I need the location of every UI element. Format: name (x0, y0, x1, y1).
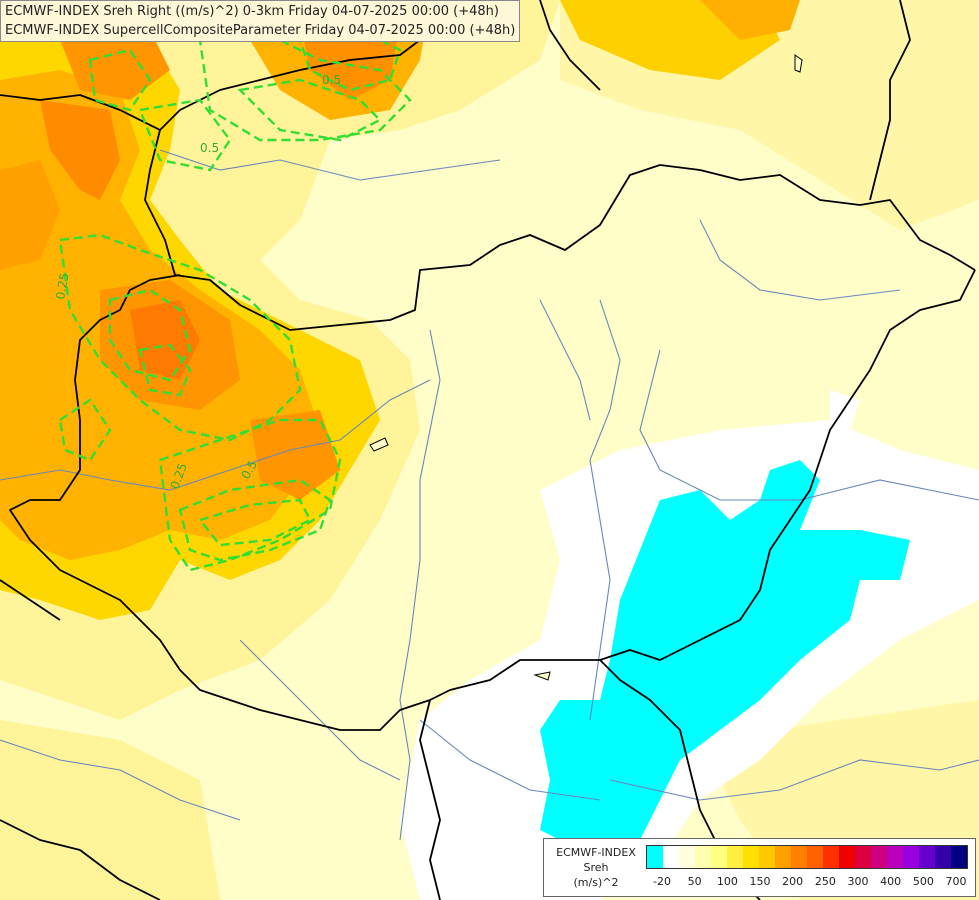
legend-swatch (839, 846, 855, 868)
legend-parameter: Sreh (583, 861, 609, 874)
legend-tick-labels: -20 50 100 150 200 250 300 400 500 700 (646, 875, 971, 891)
legend-swatch (855, 846, 871, 868)
legend-tick-label: 400 (880, 875, 902, 888)
legend-title: ECMWF-INDEX Sreh (m/s)^2 (548, 845, 644, 890)
legend-tick-label: -20 (653, 875, 671, 888)
legend-tick-label: 200 (782, 875, 804, 888)
legend-swatch (903, 846, 919, 868)
legend-swatch (679, 846, 695, 868)
legend-swatch (727, 846, 743, 868)
lakes (369, 54, 803, 681)
legend-swatch (647, 846, 663, 868)
color-legend: ECMWF-INDEX Sreh (m/s)^2 -20 50 100 150 200 2… (543, 838, 976, 897)
legend-swatch (791, 846, 807, 868)
contour-label-group: 0.5 0.5 0.25 0.25 0.5 (53, 73, 341, 491)
legend-color-bar (646, 845, 968, 869)
legend-swatch (743, 846, 759, 868)
legend-swatch (871, 846, 887, 868)
scp-contours (58, 28, 412, 572)
legend-swatch (663, 846, 679, 868)
legend-source: ECMWF-INDEX (556, 846, 636, 859)
map-title-box: ECMWF-INDEX Sreh Right ((m/s)^2) 0-3km F… (0, 0, 520, 42)
legend-swatch (887, 846, 903, 868)
legend-swatch (759, 846, 775, 868)
legend-swatch (807, 846, 823, 868)
legend-tick-label: 500 (912, 875, 934, 888)
map-title-line-1: ECMWF-INDEX Sreh Right ((m/s)^2) 0-3km F… (5, 4, 499, 19)
legend-swatch (711, 846, 727, 868)
legend-swatch (935, 846, 951, 868)
legend-unit: (m/s)^2 (573, 876, 619, 889)
legend-swatch (695, 846, 711, 868)
contour-label: 0.5 (322, 73, 341, 87)
legend-swatch (951, 846, 967, 868)
legend-tick-label: 100 (716, 875, 738, 888)
map-title-line-2: ECMWF-INDEX SupercellCompositeParameter … (5, 23, 516, 38)
legend-tick-label: 700 (945, 875, 967, 888)
legend-swatch (919, 846, 935, 868)
legend-tick-label: 300 (847, 875, 869, 888)
contour-label: 0.25 (53, 272, 71, 301)
legend-tick-label: 150 (749, 875, 771, 888)
rivers (0, 149, 979, 841)
legend-tick-label: 50 (687, 875, 702, 888)
legend-swatch (823, 846, 839, 868)
legend-tick-label: 250 (814, 875, 836, 888)
contour-label: 0.5 (200, 141, 219, 155)
legend-swatch (775, 846, 791, 868)
